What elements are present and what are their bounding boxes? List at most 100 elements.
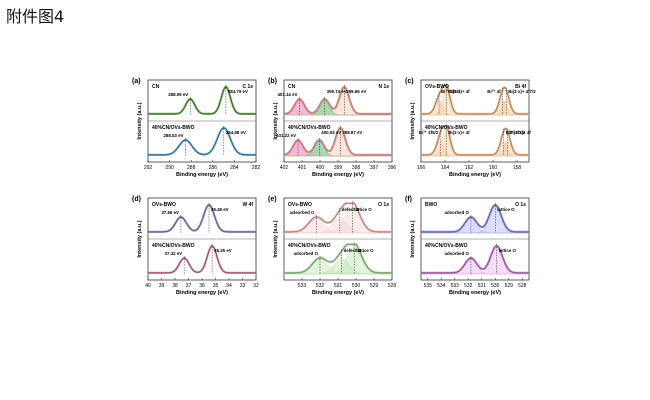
x-tick-label: 284 bbox=[230, 165, 239, 171]
x-tick-label: 399 bbox=[334, 165, 343, 171]
peak-label: defect O bbox=[344, 248, 362, 253]
peak-label: Bi³⁺ 4f5/2 bbox=[419, 130, 439, 135]
x-tick-label: 528 bbox=[388, 283, 397, 289]
x-tick-label: 533 bbox=[451, 283, 460, 289]
peak-label: defect O bbox=[342, 207, 360, 212]
peak-label: 398.87 eV bbox=[342, 130, 362, 135]
x-tick-label: 282 bbox=[252, 165, 261, 171]
x-tick-label: 532 bbox=[316, 283, 325, 289]
x-axis-label: Binding energy (eV) bbox=[176, 172, 228, 178]
panel-label: (a) bbox=[132, 78, 141, 85]
x-tick-label: 166 bbox=[417, 165, 426, 171]
series-label: 40%CN/OVs-BWO bbox=[152, 243, 195, 249]
spectrum-data bbox=[148, 203, 256, 233]
peak-label: 284.98 eV bbox=[226, 130, 246, 135]
peak-label: lattice O bbox=[497, 207, 515, 212]
x-axis-label: Binding energy (eV) bbox=[449, 172, 501, 178]
peak-label: 35.48 eV bbox=[211, 207, 229, 212]
x-axis-label: Binding energy (eV) bbox=[312, 290, 364, 296]
x-tick-label: 40 bbox=[145, 283, 151, 289]
y-axis-label: Intensity (a.u.) bbox=[410, 102, 416, 139]
element-label: Bi 4f bbox=[515, 84, 526, 90]
y-axis-label: Intensity (a.u.) bbox=[273, 102, 279, 139]
x-tick-label: 158 bbox=[513, 165, 522, 171]
x-tick-label: 286 bbox=[209, 165, 218, 171]
spectrum-fit bbox=[421, 85, 529, 115]
x-tick-label: 397 bbox=[370, 165, 379, 171]
x-tick-label: 402 bbox=[280, 165, 289, 171]
series-label: BWO bbox=[425, 202, 437, 208]
x-axis-label: Binding energy (eV) bbox=[449, 290, 501, 296]
x-tick-label: 532 bbox=[464, 283, 473, 289]
peak-label: Bi(3-x)+ 4f bbox=[509, 130, 531, 135]
x-tick-label: 530 bbox=[352, 283, 361, 289]
x-tick-label: 37 bbox=[186, 283, 192, 289]
peak-label: 288.09 eV bbox=[168, 92, 188, 97]
peak-label: adsorbed O bbox=[445, 210, 470, 215]
x-tick-label: 36 bbox=[199, 283, 205, 289]
x-tick-label: 533 bbox=[298, 283, 307, 289]
page-title: 附件图4 bbox=[6, 7, 65, 26]
element-label: N 1s bbox=[378, 84, 389, 90]
peak-label: 35.25 eV bbox=[214, 248, 232, 253]
y-axis-label: Intensity (a.u.) bbox=[137, 220, 143, 257]
peak-label: adsorbed O bbox=[290, 210, 315, 215]
x-tick-label: 529 bbox=[370, 283, 379, 289]
peak-label: Bi³⁺ 4f bbox=[487, 89, 501, 94]
peak-label: 398.65 eV bbox=[346, 89, 366, 94]
series-label: 40%CN/OVs-BWO bbox=[288, 125, 331, 131]
x-tick-label: 292 bbox=[144, 165, 153, 171]
x-tick-label: 396 bbox=[388, 165, 397, 171]
peak-label: 37.32 eV bbox=[165, 251, 183, 256]
x-tick-label: 528 bbox=[518, 283, 527, 289]
peak-label: 284.79 eV bbox=[228, 89, 248, 94]
peak-label: adsorbed O bbox=[445, 251, 470, 256]
panel-label: (d) bbox=[132, 196, 141, 203]
peak-label: adsorbed O bbox=[294, 251, 319, 256]
x-axis-label: Binding energy (eV) bbox=[312, 172, 364, 178]
x-tick-label: 400 bbox=[316, 165, 325, 171]
x-tick-label: 531 bbox=[334, 283, 343, 289]
peak-label: 37.56 eV bbox=[161, 210, 179, 215]
spectrum-fit bbox=[421, 245, 529, 274]
peak-label: lattice O bbox=[354, 207, 372, 212]
x-tick-label: 398 bbox=[352, 165, 361, 171]
peak-label: 288.53 eV bbox=[163, 133, 183, 138]
x-tick-label: 530 bbox=[491, 283, 500, 289]
spectrum-fit bbox=[284, 86, 392, 115]
x-axis-label: Binding energy (eV) bbox=[176, 290, 228, 296]
element-label: O 1s bbox=[515, 202, 526, 208]
peak-label: Bi(3-x)+ 4f bbox=[448, 89, 470, 94]
element-label: O 1s bbox=[378, 202, 389, 208]
spectrum-fit bbox=[148, 127, 256, 156]
series-label: CN bbox=[288, 84, 296, 90]
y-axis-label: Intensity (a.u.) bbox=[137, 102, 143, 139]
peak-label: 401.14 eV bbox=[277, 92, 297, 97]
peak-label: Bi(3-x)+ 4f bbox=[448, 130, 470, 135]
x-tick-label: 39 bbox=[159, 283, 165, 289]
spectrum-data bbox=[148, 244, 256, 274]
x-tick-label: 162 bbox=[465, 165, 474, 171]
series-label: 40%CN/OVs-BWO bbox=[152, 125, 195, 131]
x-tick-label: 534 bbox=[437, 283, 446, 289]
element-label: W 4f bbox=[242, 202, 253, 208]
series-label: 40%CN/OVs-BWO bbox=[288, 243, 331, 249]
series-label: CN bbox=[152, 84, 160, 90]
x-tick-label: 164 bbox=[441, 165, 450, 171]
x-tick-label: 34 bbox=[226, 283, 232, 289]
x-tick-label: 290 bbox=[165, 165, 174, 171]
series-label: OVs-BWO bbox=[425, 84, 449, 90]
peak-label: 400.04 eV bbox=[321, 130, 341, 135]
x-tick-label: 529 bbox=[505, 283, 514, 289]
peak-label: 401.22 eV bbox=[276, 133, 296, 138]
spectrum-fit bbox=[148, 86, 256, 115]
panel-label: (e) bbox=[268, 196, 277, 203]
element-label: C 1s bbox=[242, 84, 253, 90]
spectrum-fit bbox=[284, 203, 392, 233]
spectrum-fit bbox=[283, 127, 392, 156]
spectrum-fit bbox=[148, 204, 256, 233]
peak-label: Bi(3-x)+ 4f7/2 bbox=[508, 89, 536, 94]
series-label: OVs-BWO bbox=[288, 202, 312, 208]
peak-label: Bi³⁺ 4f5/2 bbox=[441, 89, 461, 94]
panel-label: (b) bbox=[268, 78, 277, 85]
